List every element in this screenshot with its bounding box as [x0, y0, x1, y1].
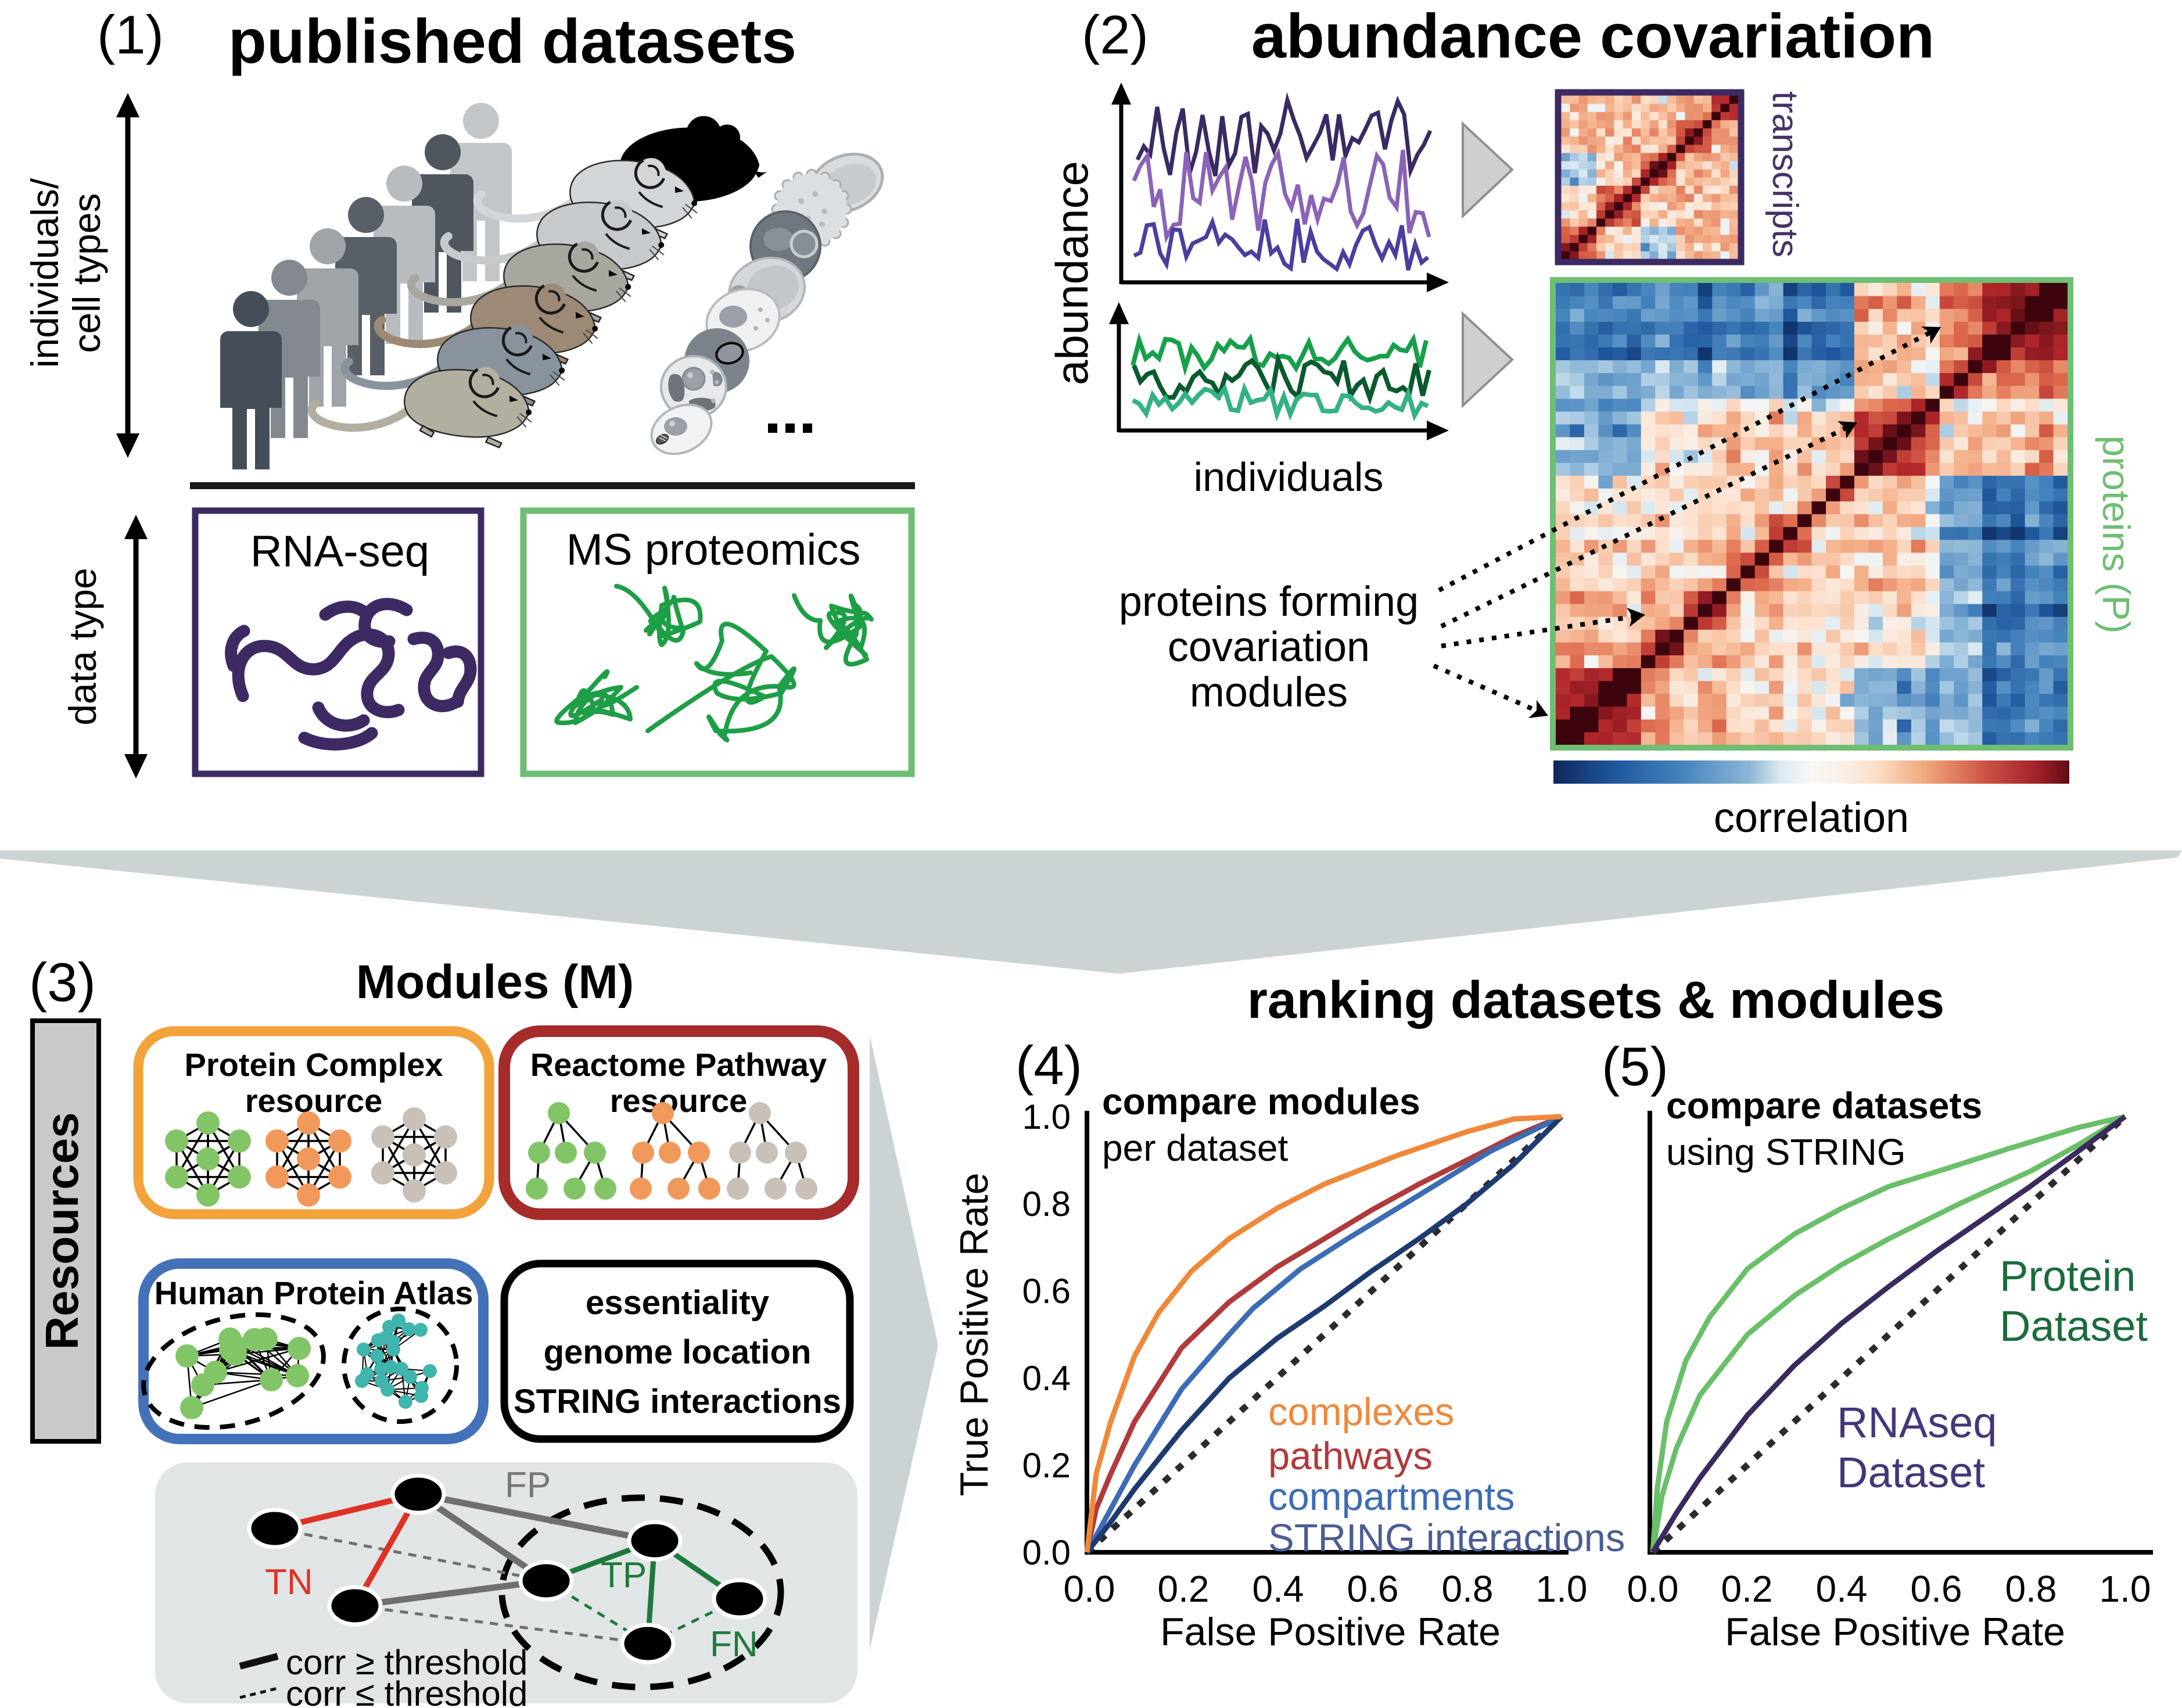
svg-text:transcripts: transcripts: [1765, 91, 1805, 257]
svg-text:modules: modules: [1190, 669, 1348, 716]
svg-text:per dataset: per dataset: [1102, 1127, 1288, 1169]
svg-text:0.2: 0.2: [1158, 1568, 1210, 1610]
svg-text:STRING interactions: STRING interactions: [1268, 1516, 1625, 1560]
svg-text:1.0: 1.0: [1536, 1568, 1588, 1610]
svg-text:MS proteomics: MS proteomics: [566, 525, 861, 575]
svg-text:STRING interactions: STRING interactions: [514, 1383, 841, 1420]
svg-text:0.6: 0.6: [1022, 1272, 1071, 1311]
svg-text:0.0: 0.0: [1064, 1568, 1115, 1610]
svg-text:0.4: 0.4: [1022, 1359, 1071, 1398]
svg-text:Protein: Protein: [2000, 1252, 2136, 1300]
svg-text:0.4: 0.4: [1816, 1568, 1868, 1610]
svg-text:data type: data type: [61, 568, 104, 726]
svg-text:abundance covariation: abundance covariation: [1251, 1, 1935, 71]
svg-text:proteins forming: proteins forming: [1119, 579, 1419, 625]
svg-text:Dataset: Dataset: [2000, 1302, 2148, 1350]
svg-text:False Positive Rate: False Positive Rate: [1160, 1610, 1501, 1654]
svg-text:(1): (1): [97, 4, 164, 65]
svg-text:1.0: 1.0: [2100, 1568, 2151, 1610]
svg-text:corr ≤ threshold: corr ≤ threshold: [286, 1674, 527, 1708]
svg-text:pathways: pathways: [1268, 1434, 1433, 1478]
svg-text:Human Protein Atlas: Human Protein Atlas: [155, 1275, 473, 1311]
svg-text:RNA-seq: RNA-seq: [250, 527, 429, 576]
svg-text:complexes: complexes: [1268, 1390, 1454, 1434]
svg-text:Reactome Pathway: Reactome Pathway: [530, 1046, 827, 1083]
svg-text:compare datasets: compare datasets: [1666, 1085, 1982, 1126]
svg-text:0.2: 0.2: [1022, 1446, 1071, 1485]
svg-text:published datasets: published datasets: [228, 6, 796, 76]
svg-text:False Positive Rate: False Positive Rate: [1725, 1610, 2065, 1654]
svg-text:Modules (M): Modules (M): [356, 956, 634, 1009]
svg-text:compartments: compartments: [1268, 1475, 1515, 1519]
svg-text:using STRING: using STRING: [1666, 1131, 1906, 1173]
svg-text:(4): (4): [1015, 1035, 1082, 1096]
svg-text:0.8: 0.8: [1022, 1185, 1071, 1223]
svg-text:compare modules: compare modules: [1102, 1081, 1420, 1122]
svg-text:cell types: cell types: [65, 193, 108, 353]
svg-text:correlation: correlation: [1714, 795, 1909, 841]
svg-text:resource: resource: [610, 1082, 748, 1119]
svg-text:(5): (5): [1602, 1036, 1668, 1097]
svg-text:TP: TP: [601, 1555, 647, 1595]
svg-text:1.0: 1.0: [1022, 1097, 1071, 1136]
svg-text:TN: TN: [265, 1562, 313, 1602]
svg-text:0.6: 0.6: [1347, 1568, 1399, 1610]
svg-text:0.8: 0.8: [2005, 1568, 2057, 1610]
svg-text:FN: FN: [710, 1624, 758, 1664]
svg-text:0.6: 0.6: [1911, 1568, 1962, 1610]
svg-text:Dataset: Dataset: [1837, 1448, 1985, 1497]
svg-text:abundance: abundance: [1046, 161, 1097, 385]
svg-text:0.0: 0.0: [1627, 1568, 1679, 1610]
svg-text:individuals/: individuals/: [23, 178, 66, 368]
svg-text:corr ≥ threshold: corr ≥ threshold: [286, 1643, 527, 1682]
svg-text:(3): (3): [29, 952, 96, 1013]
svg-text:FP: FP: [505, 1465, 551, 1505]
svg-text:0.2: 0.2: [1721, 1568, 1773, 1610]
svg-text:(2): (2): [1082, 4, 1149, 65]
svg-text:essentiality: essentiality: [586, 1284, 769, 1322]
svg-text:RNAseq: RNAseq: [1837, 1398, 1997, 1447]
svg-text:True Positive Rate: True Positive Rate: [952, 1173, 996, 1497]
svg-text:0.8: 0.8: [1442, 1568, 1494, 1610]
svg-text:Protein Complex: Protein Complex: [185, 1046, 443, 1083]
svg-text:0.4: 0.4: [1253, 1568, 1304, 1610]
svg-text:0.0: 0.0: [1022, 1533, 1071, 1572]
svg-text:genome location: genome location: [544, 1333, 812, 1371]
svg-text:proteins (P): proteins (P): [2095, 435, 2138, 633]
svg-text:ranking datasets & modules: ranking datasets & modules: [1247, 971, 1944, 1029]
svg-text:Resources: Resources: [36, 1112, 88, 1350]
svg-text:covariation: covariation: [1168, 624, 1370, 670]
svg-text:individuals: individuals: [1194, 454, 1384, 500]
